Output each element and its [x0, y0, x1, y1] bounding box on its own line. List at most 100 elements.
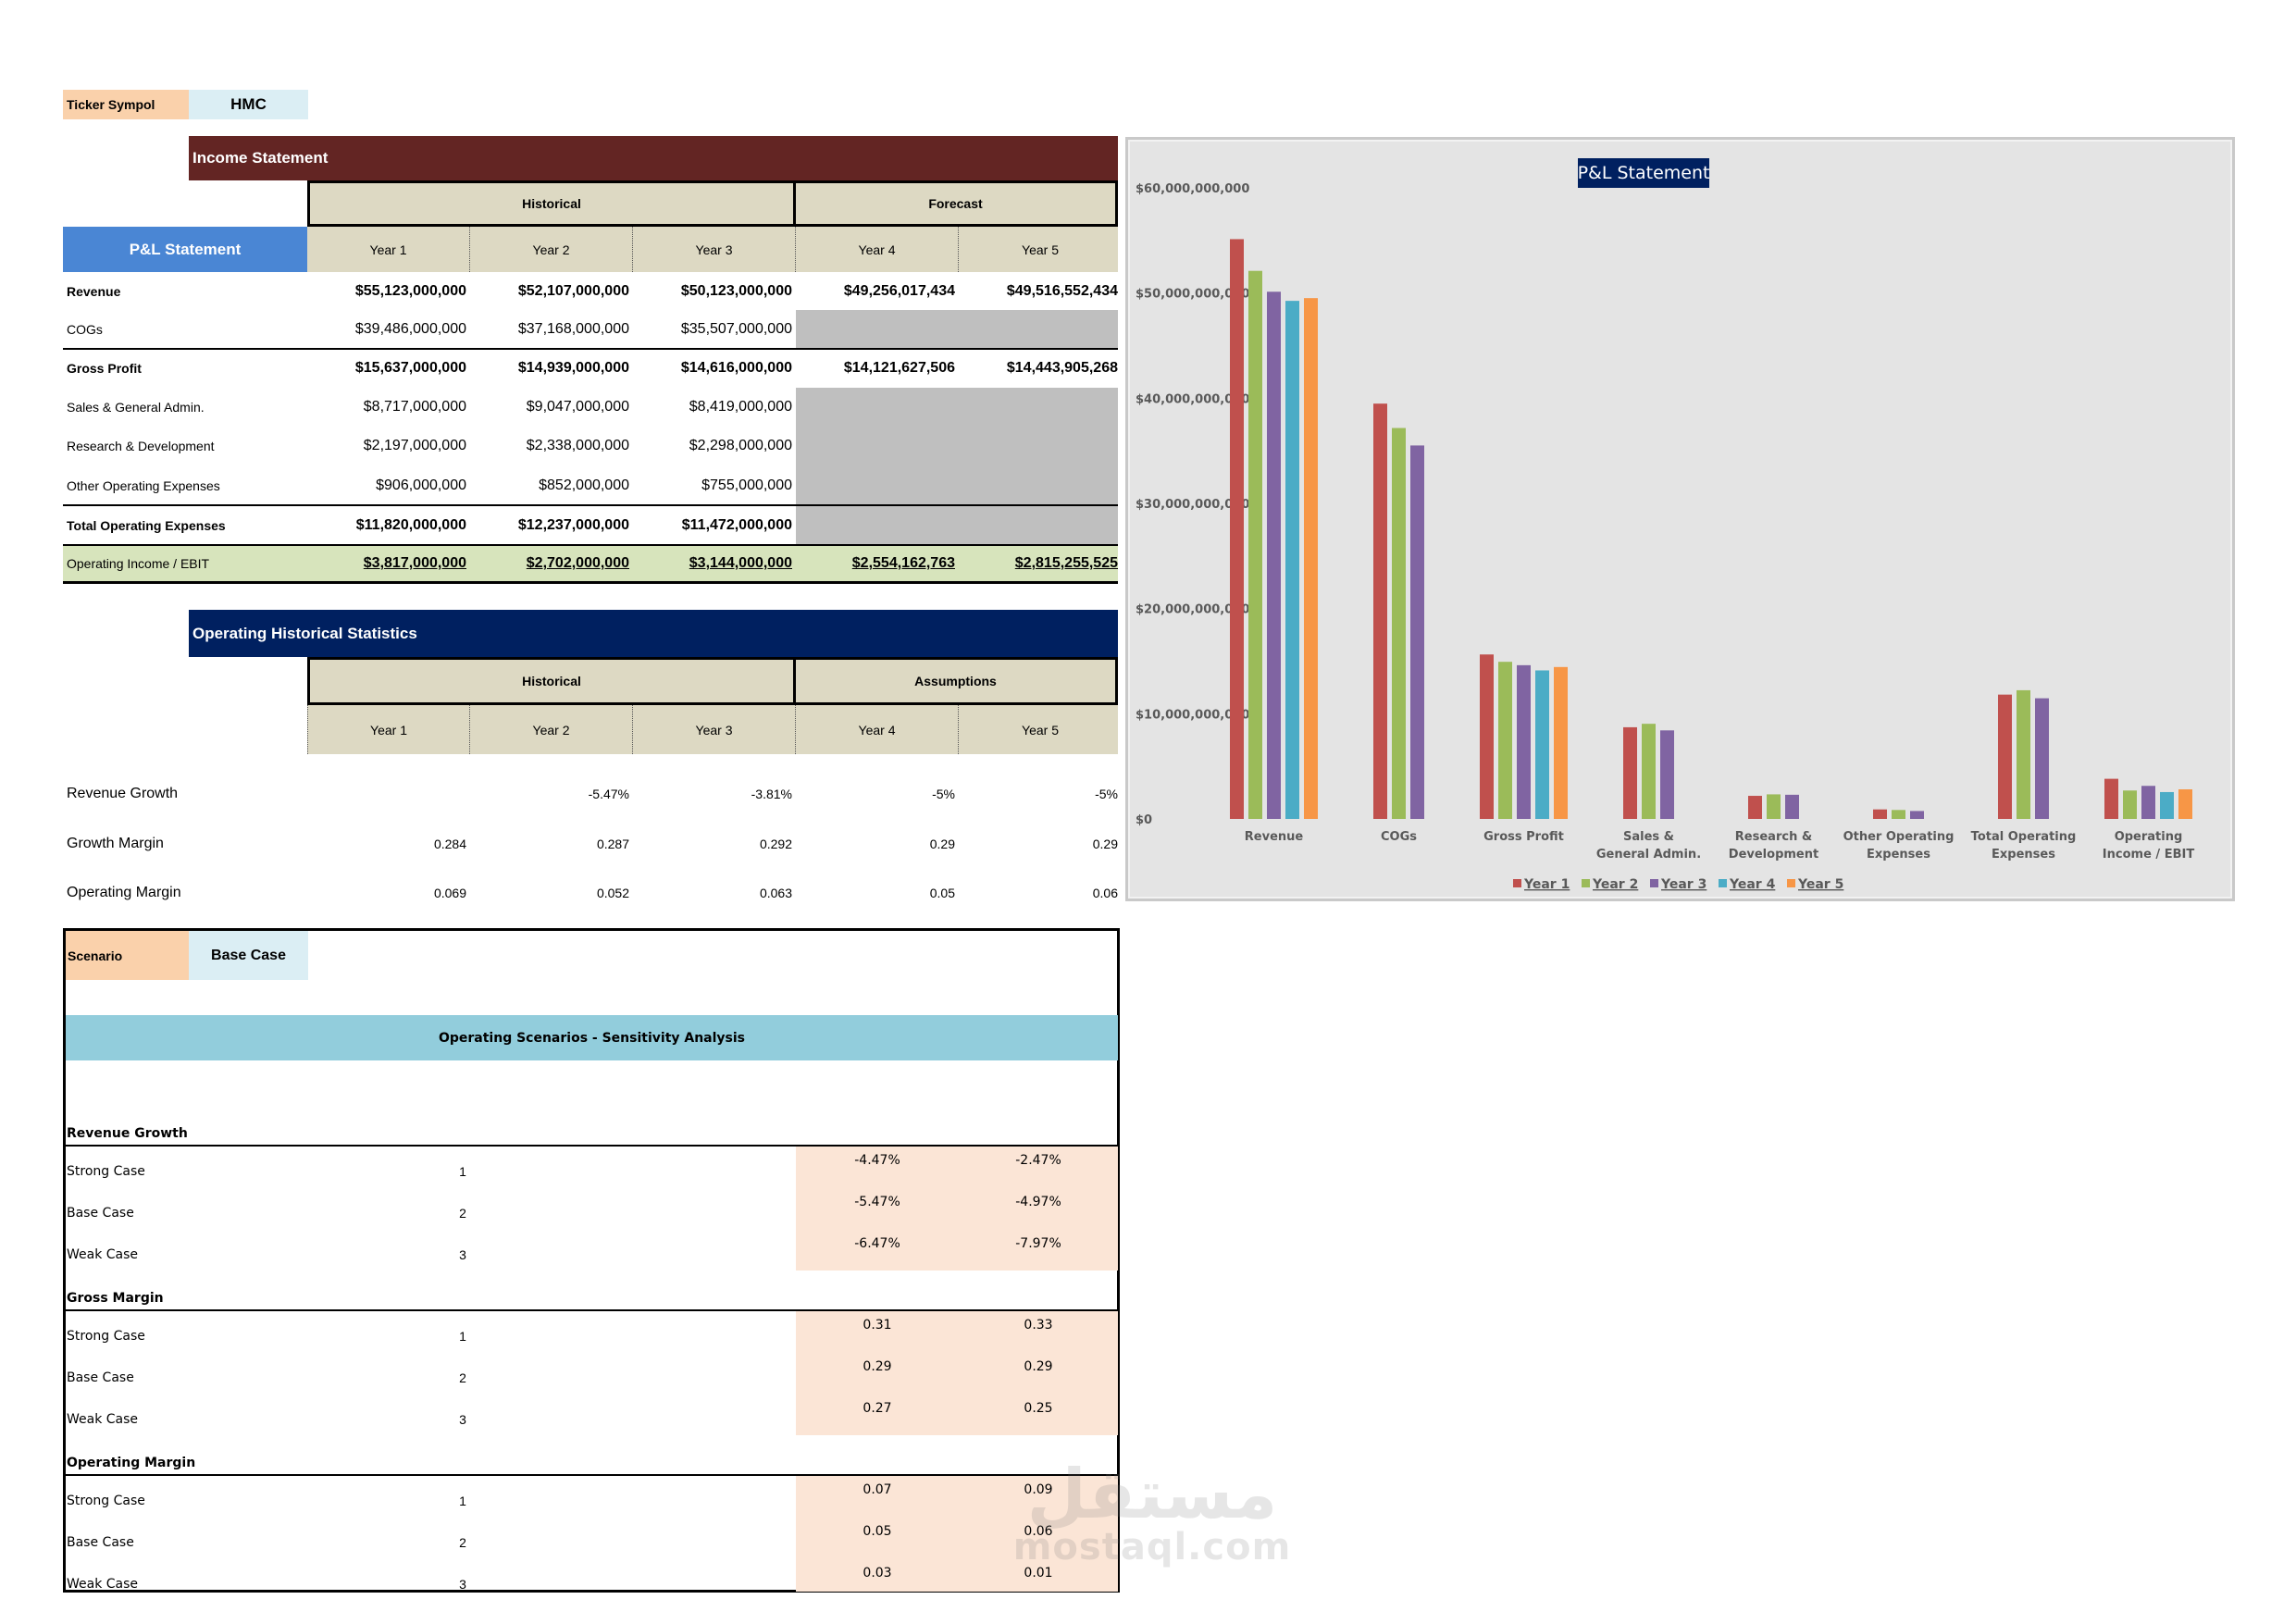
bar-year-1	[1873, 809, 1887, 819]
y-tick-label: $10,000,000,000	[1136, 708, 1249, 722]
stats-cell: -5%	[1095, 787, 1118, 801]
bar-year-2	[1892, 810, 1905, 819]
ticker-value[interactable]: HMC	[189, 90, 308, 119]
scenario-year4-input[interactable]: -5.47%	[854, 1195, 900, 1209]
income-cell	[796, 505, 957, 545]
income-row-label: Revenue	[67, 283, 121, 299]
stats-cell	[307, 775, 468, 812]
income-year-header-2: Year 2	[470, 227, 633, 272]
stats-cell: 0.069	[433, 886, 466, 900]
income-cell: $49,256,017,434	[843, 282, 955, 299]
scenario-year4-input[interactable]: 0.03	[863, 1566, 892, 1581]
chart-plot: $0 $10,000,000,000 $20,000,000,000 $30,000,…	[1136, 182, 2194, 892]
scenario-case-number: 1	[459, 1164, 466, 1179]
scenario-year5-input[interactable]: 0.29	[1024, 1359, 1053, 1374]
stats-cell: 0.284	[433, 837, 466, 851]
scenario-year5-input[interactable]: 0.06	[1024, 1524, 1053, 1539]
scenario-input-band	[796, 1476, 1118, 1592]
income-year-header-3: Year 3	[633, 227, 796, 272]
y-tick-label: $30,000,000,000	[1136, 498, 1249, 512]
income-cell: $2,702,000,000	[526, 555, 629, 571]
y-tick-label: $0	[1136, 813, 1152, 827]
bar-year-1	[1480, 654, 1494, 819]
bar-year-3	[1910, 811, 1924, 819]
income-row-label: Other Operating Expenses	[67, 477, 220, 493]
scenario-year5-input[interactable]: -4.97%	[1015, 1195, 1061, 1209]
scenario-case-label: Base Case	[67, 1206, 134, 1221]
legend-label: Year 3	[1660, 877, 1706, 892]
income-cell: $8,717,000,000	[363, 399, 466, 415]
scenario-frame	[63, 928, 1120, 1593]
category-label: General Admin.	[1596, 848, 1701, 862]
legend-label: Year 2	[1592, 877, 1638, 892]
bar-year-2	[2017, 689, 2030, 819]
scenario-year4-input[interactable]: 0.07	[863, 1482, 892, 1497]
scenario-case-number: 2	[459, 1206, 466, 1221]
scenario-year4-input[interactable]: 0.29	[863, 1359, 892, 1374]
stats-cell: 0.29	[929, 837, 955, 851]
scenario-value[interactable]: Base Case	[189, 931, 308, 980]
scenario-year4-input[interactable]: 0.31	[863, 1318, 892, 1333]
y-tick-label: $40,000,000,000	[1136, 392, 1249, 406]
bar-year-1	[1373, 403, 1387, 819]
stats-year-header-1: Year 1	[307, 705, 470, 754]
scenario-year5-input[interactable]: -7.97%	[1015, 1236, 1061, 1251]
income-row-label: Total Operating Expenses	[67, 517, 226, 533]
income-cell: $11,820,000,000	[355, 516, 466, 533]
stats-cell: 0.287	[596, 837, 629, 851]
ticker-label: Ticker Sympol	[63, 90, 189, 119]
scenario-year4-input[interactable]: 0.05	[863, 1524, 892, 1539]
scenario-input-band	[796, 1147, 1118, 1271]
income-cell: $55,123,000,000	[354, 282, 466, 299]
scenario-year4-input[interactable]: -6.47%	[854, 1236, 900, 1251]
bar-year-3	[1660, 730, 1674, 819]
income-cell: $11,472,000,000	[681, 516, 792, 533]
y-tick-label: $50,000,000,000	[1136, 288, 1249, 302]
income-cell: $52,107,000,000	[517, 282, 629, 299]
income-year-header-1: Year 1	[307, 227, 470, 272]
scenario-year5-input[interactable]: 0.33	[1024, 1318, 1053, 1333]
scenario-year4-input[interactable]: 0.27	[863, 1401, 892, 1416]
income-cell: $2,197,000,000	[363, 438, 466, 453]
income-cell: $2,815,255,525	[1014, 555, 1118, 571]
scenario-case-number: 3	[459, 1577, 466, 1592]
income-cell: $2,338,000,000	[526, 438, 629, 453]
scenario-year5-input[interactable]: -2.47%	[1015, 1153, 1061, 1168]
income-cell: $35,507,000,000	[680, 321, 792, 337]
income-cell: $39,486,000,000	[354, 321, 466, 337]
income-year-header-4: Year 4	[796, 227, 959, 272]
chart-title: P&L Statement	[1578, 158, 1709, 188]
scenario-year5-input[interactable]: 0.25	[1024, 1401, 1053, 1416]
income-cell	[959, 427, 1120, 465]
scenario-year5-input[interactable]: 0.01	[1024, 1566, 1053, 1581]
income-year-header-5: Year 5	[1022, 242, 1059, 257]
operating-stats-title: Operating Historical Statistics	[189, 610, 1118, 657]
bar-year-2	[1642, 724, 1656, 819]
stats-cell: 0.05	[929, 886, 955, 900]
bar-year-1	[1748, 796, 1762, 819]
stats-year-header-5: Year 5	[1022, 722, 1059, 738]
category-label: Other Operating	[1843, 830, 1955, 844]
income-cell	[959, 465, 1120, 505]
scenario-input-band	[796, 1311, 1118, 1435]
scenario-year5-input[interactable]: 0.09	[1024, 1482, 1053, 1497]
pl-chart[interactable]: P&L Statement $0 $10,000,000,000 $20,000,0…	[1125, 137, 2235, 901]
bar-year-4	[2160, 791, 2174, 819]
scenario-label: Scenario	[66, 931, 189, 980]
bar-year-3	[1517, 664, 1531, 819]
income-cell: $906,000,000	[376, 477, 466, 493]
income-cell: $15,637,000,000	[354, 360, 466, 376]
scenario-case-number: 2	[459, 1370, 466, 1385]
scenario-case-label: Strong Case	[67, 1329, 145, 1344]
scenario-year4-input[interactable]: -4.47%	[854, 1153, 900, 1168]
income-cell: $2,554,162,763	[851, 555, 955, 571]
scenario-case-number: 1	[459, 1329, 466, 1344]
category-label: Operating	[2115, 830, 2183, 844]
stats-year-header-2: Year 2	[470, 705, 633, 754]
income-cell	[796, 388, 957, 427]
stats-cell: 0.052	[596, 886, 629, 900]
bar-year-3	[2035, 698, 2049, 819]
income-cell: $3,144,000,000	[689, 555, 792, 571]
income-cell: $852,000,000	[539, 477, 629, 493]
bar-year-2	[1498, 662, 1512, 819]
